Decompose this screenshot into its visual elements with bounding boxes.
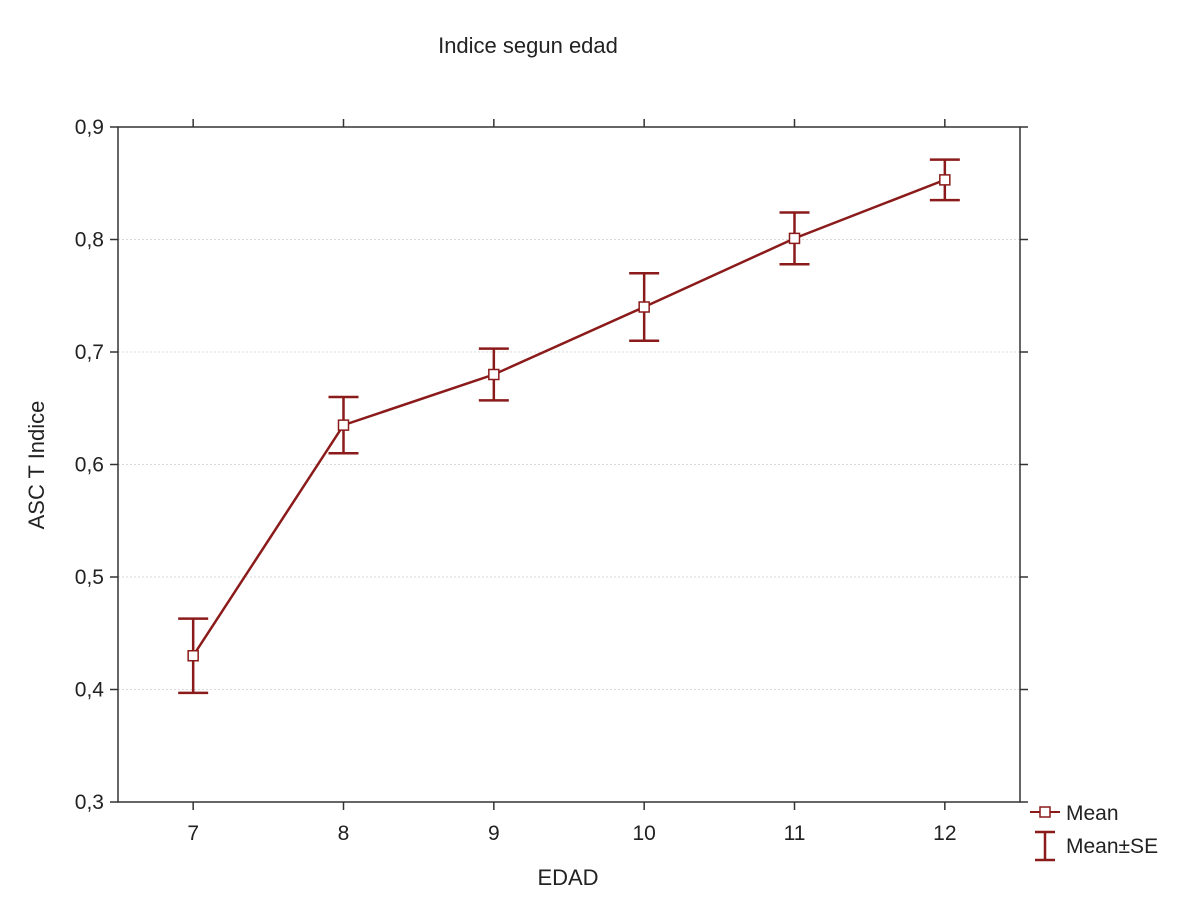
y-tick-label: 0,6 xyxy=(75,454,104,477)
legend-mean-marker xyxy=(1039,806,1051,818)
x-tick-label: 7 xyxy=(187,822,199,845)
mean-point xyxy=(337,419,350,431)
x-tick-label: 10 xyxy=(632,822,655,845)
y-tick-label: 0,4 xyxy=(75,679,105,702)
series-mean xyxy=(178,158,960,695)
mean-point xyxy=(488,368,500,381)
y-tick-label: 0,8 xyxy=(75,229,104,252)
mean-point xyxy=(638,301,650,313)
mean-point xyxy=(187,650,199,662)
mean-line xyxy=(192,178,946,657)
chart-title: Indice segun edad xyxy=(438,33,618,58)
x-tick-label: 12 xyxy=(933,822,956,845)
legend: Mean Mean±SE xyxy=(1030,802,1158,862)
y-tick-label: 0,9 xyxy=(75,116,104,139)
axes: 0,3 0,4 0,5 0,6 0,7 0,8 0,9 7 8 9 10 11 12 xyxy=(75,116,1028,845)
legend-se-label: Mean±SE xyxy=(1066,835,1158,858)
plot-frame xyxy=(117,126,1021,803)
x-tick-label: 11 xyxy=(784,822,806,845)
grid-lines xyxy=(118,239,1020,690)
y-tick-label: 0,3 xyxy=(75,791,104,814)
mean-point xyxy=(788,232,801,245)
x-tick-label: 8 xyxy=(338,822,350,845)
y-axis-title: ASC T Indice xyxy=(24,401,49,530)
y-tick-label: 0,7 xyxy=(75,341,104,364)
y-tick-label: 0,5 xyxy=(75,566,104,589)
mean-point xyxy=(939,174,951,186)
x-axis-title: EDAD xyxy=(537,865,598,890)
legend-mean-label: Mean xyxy=(1066,802,1119,825)
x-tick-label: 9 xyxy=(488,822,500,845)
